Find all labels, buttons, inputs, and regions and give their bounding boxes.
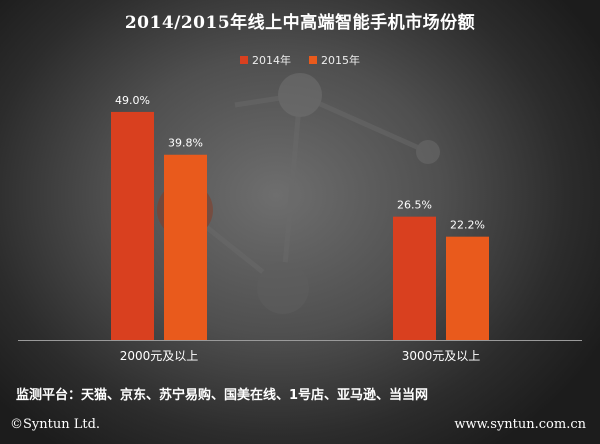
- legend-item-2015: 2015年: [309, 52, 360, 68]
- legend-label-2015: 2015年: [321, 54, 360, 67]
- footer-copyright: ©Syntun Ltd.: [10, 417, 101, 432]
- bar-s0-c1: [393, 216, 436, 340]
- legend-label-2014: 2014年: [252, 54, 291, 67]
- data-label-s1-c0: 39.8%: [168, 137, 203, 150]
- legend: 2014年 2015年: [0, 52, 600, 68]
- data-label-s0-c1: 26.5%: [397, 199, 432, 212]
- bar-s1-c0: [164, 154, 207, 340]
- legend-item-2014: 2014年: [240, 52, 291, 68]
- category-label-0: 2000元及以上: [120, 349, 199, 363]
- chart-title: 2014/2015年线上中高端智能手机市场份额: [124, 13, 476, 33]
- bars-layer: 49.0% 39.8% 2000元及以上 26.5% 22.2% 3000元及以上: [18, 94, 582, 363]
- data-label-s1-c1: 22.2%: [450, 219, 485, 232]
- bar-s1-c1: [446, 236, 489, 340]
- legend-swatch-2014: [240, 56, 248, 64]
- bar-s0-c0: [111, 111, 154, 340]
- category-label-1: 3000元及以上: [402, 349, 481, 363]
- source-note: 监测平台：天猫、京东、苏宁易购、国美在线、1号店、亚马逊、当当网: [16, 388, 429, 403]
- data-label-s0-c0: 49.0%: [115, 94, 150, 107]
- footer-website[interactable]: www.syntun.com.cn: [454, 417, 586, 432]
- legend-swatch-2015: [309, 56, 317, 64]
